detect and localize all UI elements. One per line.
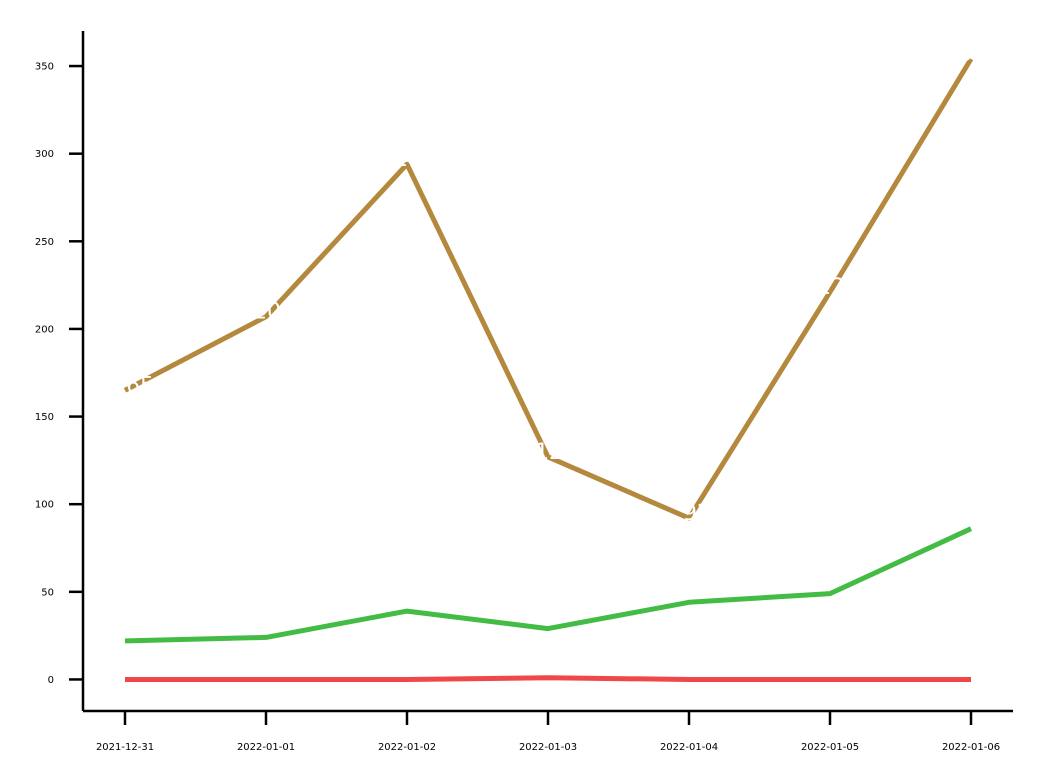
x-tick-label: 2022-01-04 [660, 742, 718, 753]
y-tick-label: 250 [35, 237, 54, 248]
y-tick-label: 100 [35, 500, 54, 511]
series-line-1 [123, 57, 974, 521]
y-tick-label: 0 [48, 675, 54, 686]
y-tick-label: 200 [35, 324, 54, 335]
x-tick-label: 2021-12-31 [96, 742, 154, 753]
y-tick-label: 350 [35, 62, 54, 73]
x-tick-label: 2022-01-06 [942, 742, 1000, 753]
data-label: 165 [112, 373, 154, 398]
data-label: 294 [394, 147, 436, 172]
series-line-3 [125, 675, 971, 682]
x-tick-label: 2022-01-03 [519, 742, 577, 753]
data-labels: 165 207 294 127 92 221 354 [112, 42, 1000, 526]
ticks: 0 50 100 150 200 250 300 350 2021-12-31 2022-01-0… [35, 62, 1000, 753]
data-label: 127 [535, 440, 577, 465]
x-tick-label: 2022-01-02 [378, 742, 436, 753]
x-tick-label: 2022-01-01 [237, 742, 295, 753]
series-lines [123, 57, 974, 682]
data-label: 354 [958, 42, 1000, 67]
y-tick-label: 50 [41, 587, 54, 598]
data-label: 221 [817, 275, 859, 300]
y-tick-label: 300 [35, 149, 54, 160]
y-tick-label: 150 [35, 412, 54, 423]
series-line-2 [124, 526, 973, 644]
data-label: 207 [253, 300, 295, 325]
x-tick-label: 2022-01-05 [801, 742, 859, 753]
data-label: 92 [683, 501, 711, 526]
axes [81, 31, 1013, 713]
